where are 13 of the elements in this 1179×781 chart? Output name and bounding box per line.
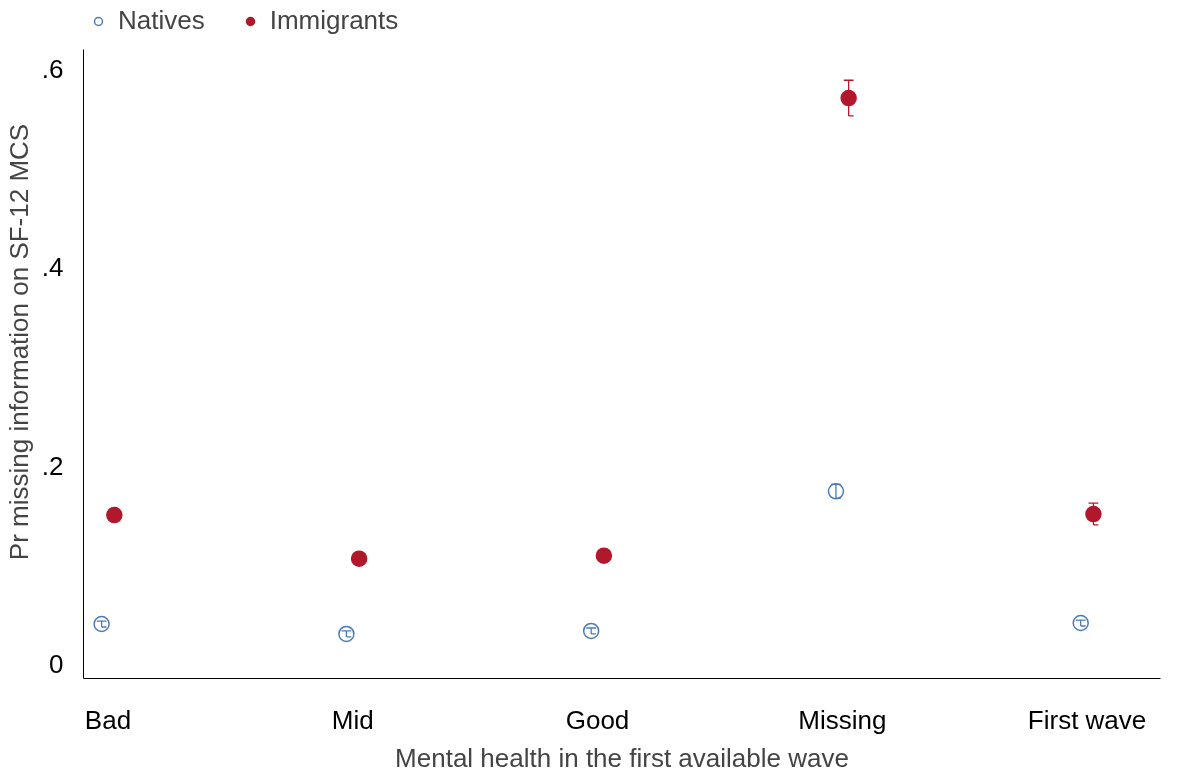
y-tick-label: .6 xyxy=(41,54,64,85)
y-axis-title: Pr missing information on SF-12 MCS xyxy=(3,123,34,561)
x-tick-label: Mid xyxy=(331,704,374,735)
x-tick-label: Good xyxy=(565,704,630,735)
legend-label: Immigrants xyxy=(269,5,399,36)
x-tick-label: Missing xyxy=(798,704,887,735)
x-tick-label: Bad xyxy=(84,704,132,735)
y-tick-label: .2 xyxy=(41,450,64,481)
x-tick-label: First wave xyxy=(1027,704,1147,735)
x-axis-title: Mental health in the first available wave xyxy=(395,742,849,773)
y-tick-label: .4 xyxy=(41,252,64,283)
y-tick-label: 0 xyxy=(49,648,64,679)
legend-label: Natives xyxy=(118,5,205,36)
